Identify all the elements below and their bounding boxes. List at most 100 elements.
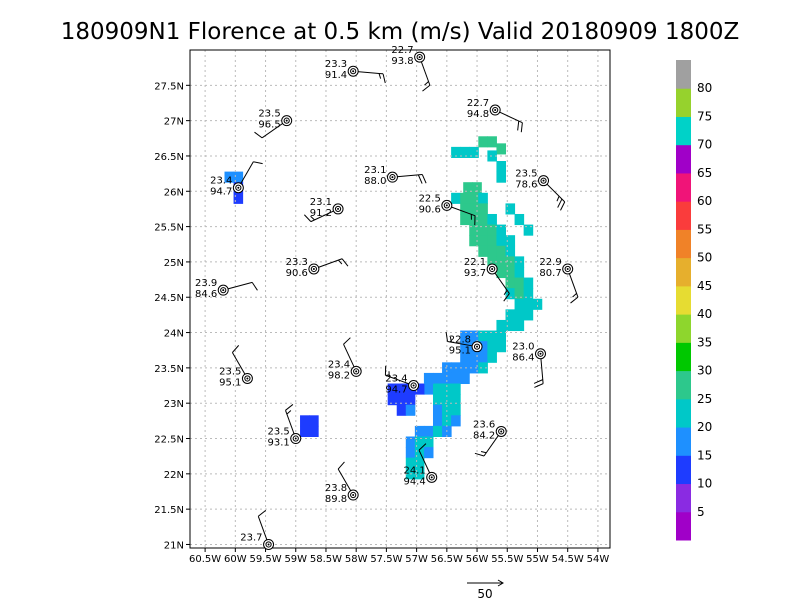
wind-barb-feather — [503, 290, 508, 296]
wind-speed-cell — [387, 394, 398, 406]
wind-speed-cell — [396, 404, 407, 416]
wind-speed-cell — [487, 351, 497, 363]
station-pressure: 88.0 — [364, 176, 386, 187]
station-marker-inner — [537, 350, 544, 357]
wind-speed-cell — [463, 182, 473, 194]
wind-speed-cell — [423, 425, 434, 437]
colorbar-label: 10 — [697, 477, 712, 491]
y-tick-label: 23N — [164, 399, 184, 410]
wind-speed-cell — [514, 213, 525, 226]
wind-speed-cell — [478, 330, 488, 342]
colorbar-segment — [676, 285, 691, 315]
wind-speed-cell — [451, 192, 461, 204]
wind-speed-cell — [414, 425, 425, 437]
station-temp: 23.6 — [473, 419, 495, 430]
station-temp: 23.1 — [364, 165, 386, 176]
wind-speed-cell — [496, 143, 507, 155]
station-marker-inner — [498, 428, 505, 435]
scale-label: 50 — [477, 587, 492, 600]
station-temp: 23.7 — [240, 532, 262, 543]
wind-speed-cell — [496, 171, 507, 183]
station-pressure: 80.7 — [539, 268, 561, 279]
wind-speed-cell — [460, 192, 470, 204]
colorbar-label: 15 — [697, 448, 712, 462]
station-pressure: 89.8 — [325, 494, 347, 505]
x-tick-label: 55W — [526, 554, 549, 565]
wind-speed-cell — [496, 245, 507, 257]
station-pressure: 94.8 — [467, 109, 489, 120]
wind-barb-feather — [534, 383, 544, 388]
station-temp: 23.5 — [267, 427, 289, 438]
wind-speed-cell — [460, 213, 470, 226]
wind-speed-cell — [478, 351, 488, 363]
colorbar-label: 25 — [697, 392, 712, 406]
wind-barb-feather — [445, 332, 449, 342]
station-marker-dot — [222, 289, 225, 292]
colorbar-label: 30 — [697, 364, 712, 378]
colorbar-label: 50 — [697, 251, 712, 265]
station-marker-dot — [285, 119, 288, 122]
wind-speed-cell — [505, 309, 516, 321]
wind-speed-cell — [487, 224, 497, 236]
station-marker-dot — [539, 352, 542, 355]
station-pressure: 93.7 — [464, 268, 486, 279]
station-marker-inner — [283, 117, 290, 124]
wind-speed-cell — [432, 383, 443, 395]
wind-speed-cell — [423, 436, 434, 448]
wind-speed-cell — [309, 425, 319, 437]
wind-speed-cell — [478, 203, 488, 215]
wind-speed-cell — [496, 319, 507, 332]
y-tick-label: 27N — [164, 117, 184, 128]
wind-speed-cell — [233, 192, 244, 204]
wind-speed-cell — [405, 457, 416, 469]
station-temp: 23.8 — [325, 483, 347, 494]
wind-speed-cell — [505, 288, 516, 300]
wind-speed-cell — [451, 146, 461, 158]
station-marker-dot — [500, 430, 503, 433]
wind-speed-cell — [505, 319, 516, 332]
wind-speed-cell — [309, 415, 319, 427]
station-marker-dot — [294, 437, 297, 440]
wind-barb-feather — [310, 215, 315, 221]
wind-barb-feather — [343, 337, 351, 345]
wind-speed-cell — [496, 224, 507, 236]
wind-barb-feather — [449, 336, 452, 343]
station-marker-dot — [412, 384, 415, 387]
station-marker-inner — [410, 382, 417, 389]
x-tick-label: 58.5W — [310, 554, 342, 565]
wind-speed-cell — [405, 436, 416, 448]
wind-barb-feather — [418, 443, 427, 451]
wind-barb-feather — [424, 81, 429, 86]
y-tick-label: 26.5N — [154, 152, 184, 163]
station-temp: 22.9 — [539, 257, 561, 268]
wind-speed-cell — [505, 245, 516, 257]
station-pressure: 94.7 — [385, 385, 407, 396]
wind-barb-feather — [286, 410, 292, 415]
wind-speed-cell — [460, 203, 470, 215]
x-tick-label: 60W — [224, 554, 247, 565]
station-marker-dot — [445, 204, 448, 207]
wind-speed-cell — [487, 245, 497, 257]
wind-speed-cell — [505, 266, 516, 279]
station-marker-dot — [391, 176, 394, 179]
colorbar-label: 60 — [697, 194, 712, 208]
station-marker-inner — [334, 205, 342, 213]
colorbar-segment — [676, 88, 691, 117]
wind-speed-cell — [505, 277, 516, 289]
wind-barb-feather — [253, 161, 263, 165]
station-temp: 22.1 — [464, 257, 486, 268]
station-marker-dot — [476, 345, 479, 348]
station-pressure: 95.1 — [219, 377, 241, 388]
wind-speed-cell — [432, 425, 443, 437]
colorbar-label: 70 — [697, 138, 712, 152]
station-marker-inner — [389, 174, 396, 181]
colorbar-segment — [676, 483, 691, 513]
colorbar-segment — [676, 370, 691, 400]
wind-speed-cell — [487, 235, 497, 247]
station-marker-inner — [244, 375, 251, 382]
x-tick-label: 58W — [345, 554, 368, 565]
wind-speed-cell — [469, 362, 479, 374]
colorbar-segment — [676, 398, 691, 428]
wind-speed-cell — [514, 298, 525, 310]
wind-speed-cell — [478, 213, 488, 226]
